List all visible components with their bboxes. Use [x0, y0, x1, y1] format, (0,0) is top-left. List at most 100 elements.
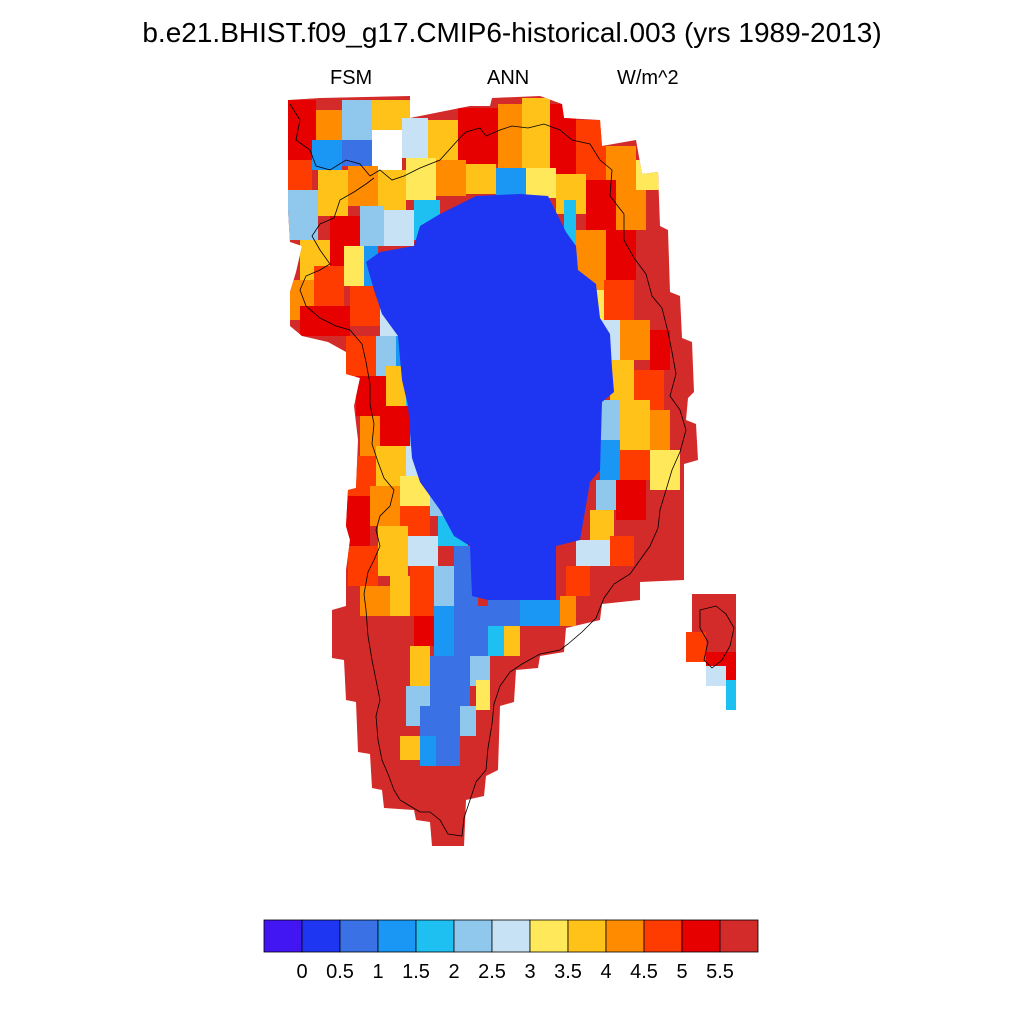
colorbar-swatch [681, 919, 721, 953]
field-cell [604, 280, 634, 320]
field-cell [430, 656, 470, 706]
field-cell [726, 680, 736, 710]
colorbar-tick-label: 5.5 [706, 961, 734, 983]
colorbar-swatch [643, 919, 683, 953]
field-cell [318, 170, 348, 216]
colorbar-tick-label: 5 [676, 961, 688, 983]
field-cell [550, 104, 576, 174]
field-cell [460, 706, 476, 736]
field-cell [434, 566, 454, 606]
field-cell [410, 566, 434, 616]
colorbar-swatch [263, 919, 303, 953]
colorbar [263, 919, 759, 953]
colorbar-swatch [529, 919, 569, 953]
field-cell [566, 566, 590, 596]
field-cell [390, 576, 410, 616]
field-cell [488, 626, 504, 656]
colorbar-tick-label: 4.5 [630, 961, 658, 983]
field-cell [342, 140, 372, 166]
field-cell [504, 626, 520, 656]
field-cell [650, 450, 680, 490]
field-cell [348, 546, 378, 586]
field-cell [436, 736, 460, 766]
colorbar-swatch [339, 919, 379, 953]
field-cell [620, 320, 650, 360]
field-cell [454, 606, 488, 656]
field-cell [380, 406, 410, 446]
season-label: ANN [487, 67, 530, 89]
field-cell [314, 266, 344, 306]
field-cell [410, 646, 430, 686]
colorbar-swatch [491, 919, 531, 953]
plot-title: b.e21.BHIST.f09_g17.CMIP6-historical.003… [142, 17, 882, 48]
field-cell [526, 168, 556, 198]
field-cell [434, 606, 454, 656]
field-cell [650, 410, 670, 450]
field-cell [378, 170, 406, 210]
field-cell [610, 536, 634, 566]
colorbar-swatch [605, 919, 645, 953]
field-cell [406, 158, 436, 200]
variable-label: FSM [330, 67, 373, 89]
field-cell [596, 480, 616, 510]
field-cell [384, 210, 414, 246]
field-cell [496, 168, 526, 198]
field-cell [650, 330, 670, 370]
field-cell [344, 246, 364, 286]
field-cell [600, 440, 620, 480]
field-cell [560, 596, 576, 626]
field-cell [436, 160, 466, 196]
field-cell [360, 206, 384, 246]
field-cell [706, 666, 726, 686]
field-cell [620, 450, 650, 480]
field-cell [420, 736, 436, 766]
units-label: W/m^2 [617, 67, 679, 89]
field-cell [414, 616, 434, 646]
field-cell [312, 140, 342, 170]
field-cell [288, 100, 316, 160]
field-cell [606, 230, 636, 280]
field-cell [386, 366, 406, 406]
field-cell [590, 510, 614, 540]
colorbar-tick-label: 2 [448, 961, 460, 983]
colorbar-tick-label: 2.5 [478, 961, 506, 983]
field-cell [288, 190, 318, 240]
colorbar-tick-label: 0.5 [326, 961, 354, 983]
colorbar-tick-label: 1.5 [402, 961, 430, 983]
field-cell [408, 536, 438, 566]
field-cell [616, 480, 646, 520]
colorbar-tick-label: 4 [600, 961, 612, 983]
colorbar-swatch [377, 919, 417, 953]
field-cell [498, 104, 522, 168]
field-cell [686, 632, 706, 662]
field-cell [476, 680, 490, 710]
colorbar-tick-label: 0 [296, 961, 308, 983]
field-cell [470, 656, 490, 686]
field-cell [586, 180, 616, 230]
field-cell [458, 108, 498, 164]
colorbar-swatch [719, 919, 759, 953]
field-cell [342, 100, 372, 140]
field-cell [372, 130, 402, 170]
field-cell [522, 98, 550, 168]
field-cell [378, 526, 408, 576]
field-cell [620, 400, 650, 450]
field-cell [360, 416, 380, 456]
colorbar-tick-label: 1 [372, 961, 384, 983]
field-cell [576, 120, 606, 180]
field-cell [300, 306, 350, 336]
field-cell [346, 336, 376, 376]
field-cell [428, 120, 458, 160]
coastline [289, 103, 735, 837]
colorbar-swatch [567, 919, 607, 953]
field-cell [600, 400, 620, 440]
colorbar-swatch [415, 919, 455, 953]
field-cell [576, 540, 610, 566]
field-cell [420, 706, 460, 736]
colorbar-tick-label: 3 [524, 961, 536, 983]
field-cell [400, 736, 420, 760]
field-cell [466, 164, 496, 194]
field-cell [346, 496, 370, 546]
